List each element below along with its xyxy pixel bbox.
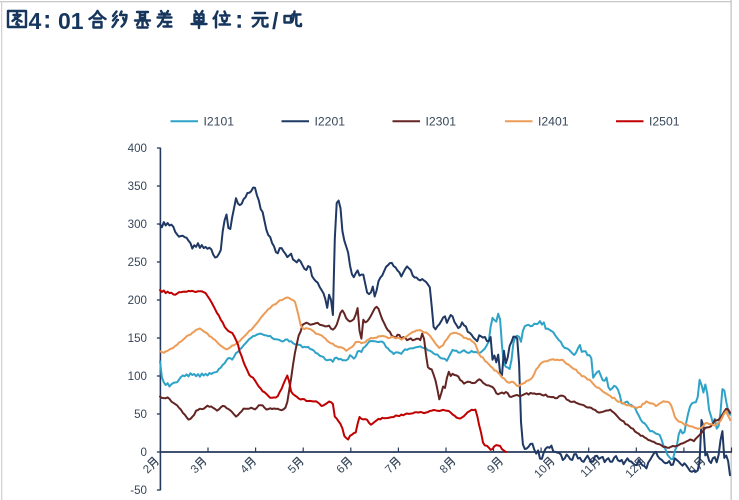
svg-text:I2201: I2201 <box>315 115 346 129</box>
svg-text:250: 250 <box>128 256 147 269</box>
svg-text:4: 4 <box>29 8 42 34</box>
svg-text:I2401: I2401 <box>538 115 569 129</box>
svg-text:I2101: I2101 <box>204 115 235 129</box>
svg-text:0: 0 <box>141 446 147 459</box>
svg-text:400: 400 <box>128 142 147 155</box>
svg-text:I2301: I2301 <box>426 115 457 129</box>
svg-text:100: 100 <box>128 370 147 383</box>
svg-text:I2501: I2501 <box>649 115 680 129</box>
svg-text:150: 150 <box>128 332 147 345</box>
svg-text:50: 50 <box>134 408 147 421</box>
svg-text:/: / <box>272 8 279 34</box>
svg-text:300: 300 <box>128 218 147 231</box>
svg-text:01: 01 <box>58 8 84 34</box>
svg-text:-50: -50 <box>130 484 147 497</box>
svg-text:350: 350 <box>128 180 147 193</box>
svg-text:200: 200 <box>128 294 147 307</box>
